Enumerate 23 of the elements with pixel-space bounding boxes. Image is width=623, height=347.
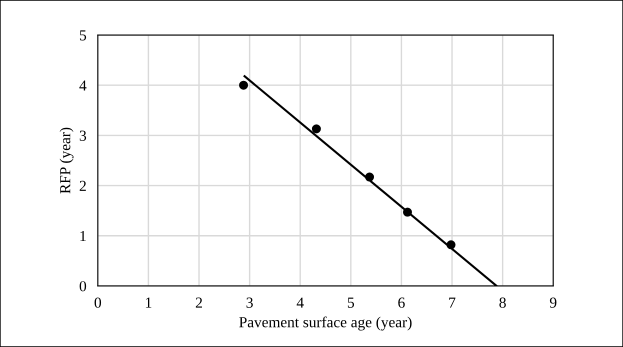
x-tick-label: 5 [348, 298, 354, 308]
x-tick-label: 4 [296, 298, 304, 308]
x-tick-label: 9 [550, 298, 556, 308]
point [365, 172, 374, 182]
x-tick-label: 8 [499, 297, 506, 308]
x-tick-label: 2 [196, 298, 202, 308]
x-tick-label: 6 [398, 298, 405, 308]
x-tick-label: 7 [449, 298, 456, 308]
y-tick-label: 2 [80, 180, 86, 191]
y-tick-label: 3 [80, 130, 86, 141]
point [312, 124, 321, 134]
point [446, 240, 456, 250]
point [402, 208, 412, 217]
y-tick-label: 5 [80, 30, 86, 40]
x-axis-title: Pavement surface age (year) [239, 316, 412, 331]
point [239, 80, 248, 90]
x-tick-label: 0 [94, 297, 102, 308]
x-tick-label: 3 [246, 298, 253, 308]
y-axis-title: RFP (year) [60, 128, 74, 194]
y-tick-label: 4 [79, 80, 86, 91]
x-tick-label: 1 [146, 298, 152, 308]
y-tick-label: 0 [80, 281, 86, 292]
y-tick-label: 1 [80, 230, 86, 242]
